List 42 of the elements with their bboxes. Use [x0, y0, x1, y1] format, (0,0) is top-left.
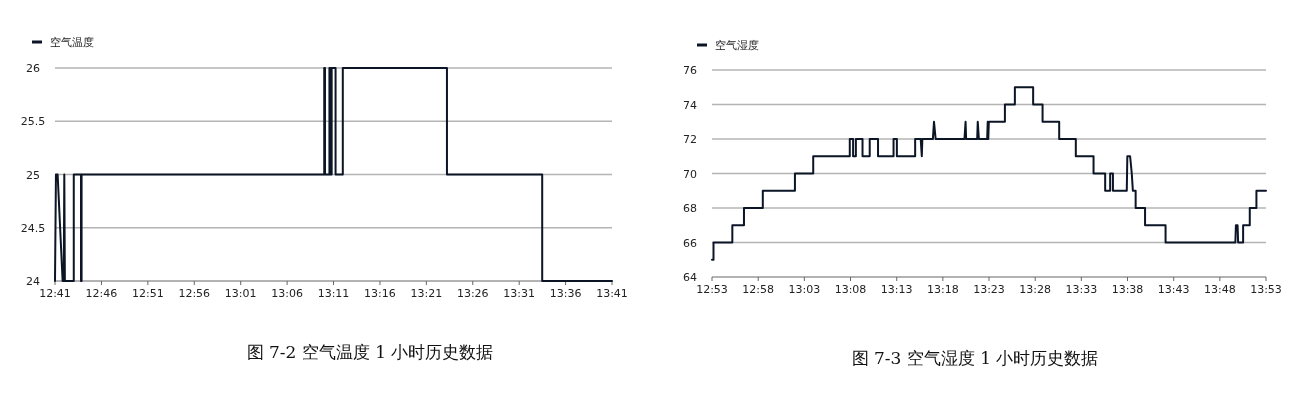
x-tick-label: 13:38: [1111, 283, 1144, 296]
x-tick-label: 13:53: [1250, 283, 1282, 296]
y-tick-label: 24.5: [20, 221, 46, 235]
x-tick-label: 12:51: [132, 287, 164, 300]
x-tick-label: 12:56: [178, 287, 211, 300]
y-tick-label: 24: [26, 275, 40, 288]
y-tick-label: 66: [683, 236, 697, 250]
y-tick-label: 25: [26, 168, 40, 182]
y-tick-label: 72: [683, 133, 697, 146]
y-tick-label: 25.5: [20, 115, 46, 129]
legend-label: 空气温度: [50, 36, 94, 49]
x-tick-label: 13:13: [880, 283, 913, 296]
x-tick-label: 12:41: [39, 287, 71, 300]
x-tick-label: 13:23: [973, 283, 1005, 296]
x-tick-label: 13:06: [271, 287, 303, 300]
x-tick-label: 13:08: [834, 283, 867, 296]
legend-label: 空气湿度: [715, 39, 759, 52]
x-tick-label: 13:26: [456, 287, 489, 300]
x-tick-label: 13:11: [317, 287, 350, 300]
x-tick-label: 13:48: [1204, 283, 1236, 296]
x-tick-label: 12:58: [742, 283, 775, 296]
caption: 图 7-2 空气温度 1 小时历史数据: [246, 342, 494, 362]
x-tick-label: 13:31: [503, 287, 536, 300]
x-tick-label: 13:28: [1019, 283, 1052, 296]
y-tick-label: 68: [683, 202, 697, 215]
x-tick-label: 12:46: [85, 287, 118, 300]
x-tick-label: 13:16: [364, 287, 396, 300]
y-tick-label: 74: [683, 98, 697, 112]
y-tick-label: 26: [26, 62, 40, 75]
y-tick-label: 70: [683, 167, 697, 181]
x-tick-label: 13:43: [1157, 283, 1190, 296]
x-tick-label: 13:33: [1065, 283, 1098, 296]
x-tick-label: 13:41: [596, 287, 628, 300]
x-tick-label: 13:03: [788, 283, 821, 296]
x-tick-label: 13:18: [927, 283, 959, 296]
x-tick-label: 13:36: [549, 287, 582, 300]
y-tick-label: 76: [683, 64, 697, 77]
x-tick-label: 12:53: [696, 283, 728, 296]
y-tick-label: 64: [683, 271, 697, 284]
x-tick-label: 13:21: [410, 287, 443, 300]
x-tick-label: 13:01: [224, 287, 257, 300]
caption: 图 7-3 空气湿度 1 小时历史数据: [851, 348, 1099, 368]
